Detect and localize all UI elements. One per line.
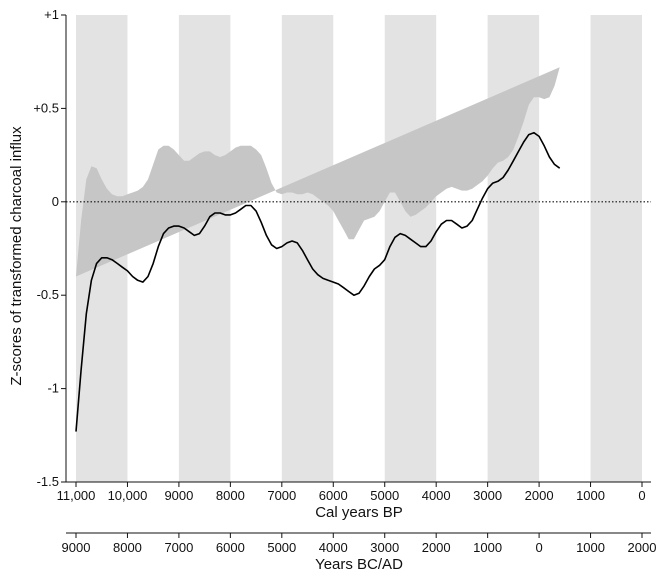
shaded-band-3 — [384, 15, 437, 482]
x-tick-label-11: 0 — [638, 488, 645, 503]
confidence-band-area — [76, 67, 560, 277]
x2-tick-label-11: 2000 — [628, 540, 657, 555]
y-tick-label-0: +1 — [44, 7, 59, 22]
mean-z-score-line — [75, 131, 561, 432]
x-tick-label-9: 2000 — [525, 488, 554, 503]
y-tick-label-2: 0 — [52, 194, 59, 209]
x-tick-label-7: 4000 — [422, 488, 451, 503]
x2-tick-label-9: 0 — [535, 540, 542, 555]
x-tick-label-3: 8000 — [216, 488, 245, 503]
y-axis-title: Z-scores of transformed charcoal influx — [8, 126, 25, 386]
x-tick-label-1: 10,000 — [108, 488, 148, 503]
x-axis-cal-bp: 11,000 10,000 9000 8000 7000 6000 5000 4000 3000… — [57, 481, 651, 503]
x-tick-label-4: 7000 — [267, 488, 296, 503]
y-tick-label-4: -1 — [47, 381, 59, 396]
x-axis-title: Cal years BP — [315, 504, 403, 521]
x-tick-label-2: 9000 — [164, 488, 193, 503]
y-tick-label-3: -0.5 — [37, 287, 59, 302]
shaded-band-2 — [281, 15, 334, 482]
x-tick-label-5: 6000 — [319, 488, 348, 503]
shaded-band-5 — [590, 15, 642, 482]
x2-tick-label-5: 4000 — [319, 540, 348, 555]
alternating-millennium-bands — [76, 15, 642, 482]
x2-axis-title: Years BC/AD — [315, 556, 403, 573]
x2-tick-label-6: 3000 — [370, 540, 399, 555]
x2-tick-label-8: 1000 — [473, 540, 502, 555]
shaded-band-1 — [178, 15, 231, 482]
y-tick-label-5: -1.5 — [37, 474, 59, 489]
x-tick-label-6: 5000 — [370, 488, 399, 503]
x2-tick-label-10: 1000 — [576, 540, 605, 555]
x-axis-bc-ad: 9000 8000 7000 6000 5000 4000 3000 2000 1000 0 100… — [62, 532, 657, 555]
y-axis: +1 +0.5 0 -0.5 -1 -1.5 — [33, 7, 67, 489]
x2-tick-label-2: 7000 — [164, 540, 193, 555]
x-tick-label-8: 3000 — [473, 488, 502, 503]
x2-tick-label-0: 9000 — [62, 540, 91, 555]
x-tick-label-0: 11,000 — [57, 488, 96, 503]
x2-tick-label-4: 5000 — [267, 540, 296, 555]
x-tick-label-10: 1000 — [576, 488, 605, 503]
x2-tick-label-3: 6000 — [216, 540, 245, 555]
x2-tick-label-1: 8000 — [113, 540, 142, 555]
y-tick-label-1: +0.5 — [33, 100, 59, 115]
x2-tick-label-7: 2000 — [422, 540, 451, 555]
